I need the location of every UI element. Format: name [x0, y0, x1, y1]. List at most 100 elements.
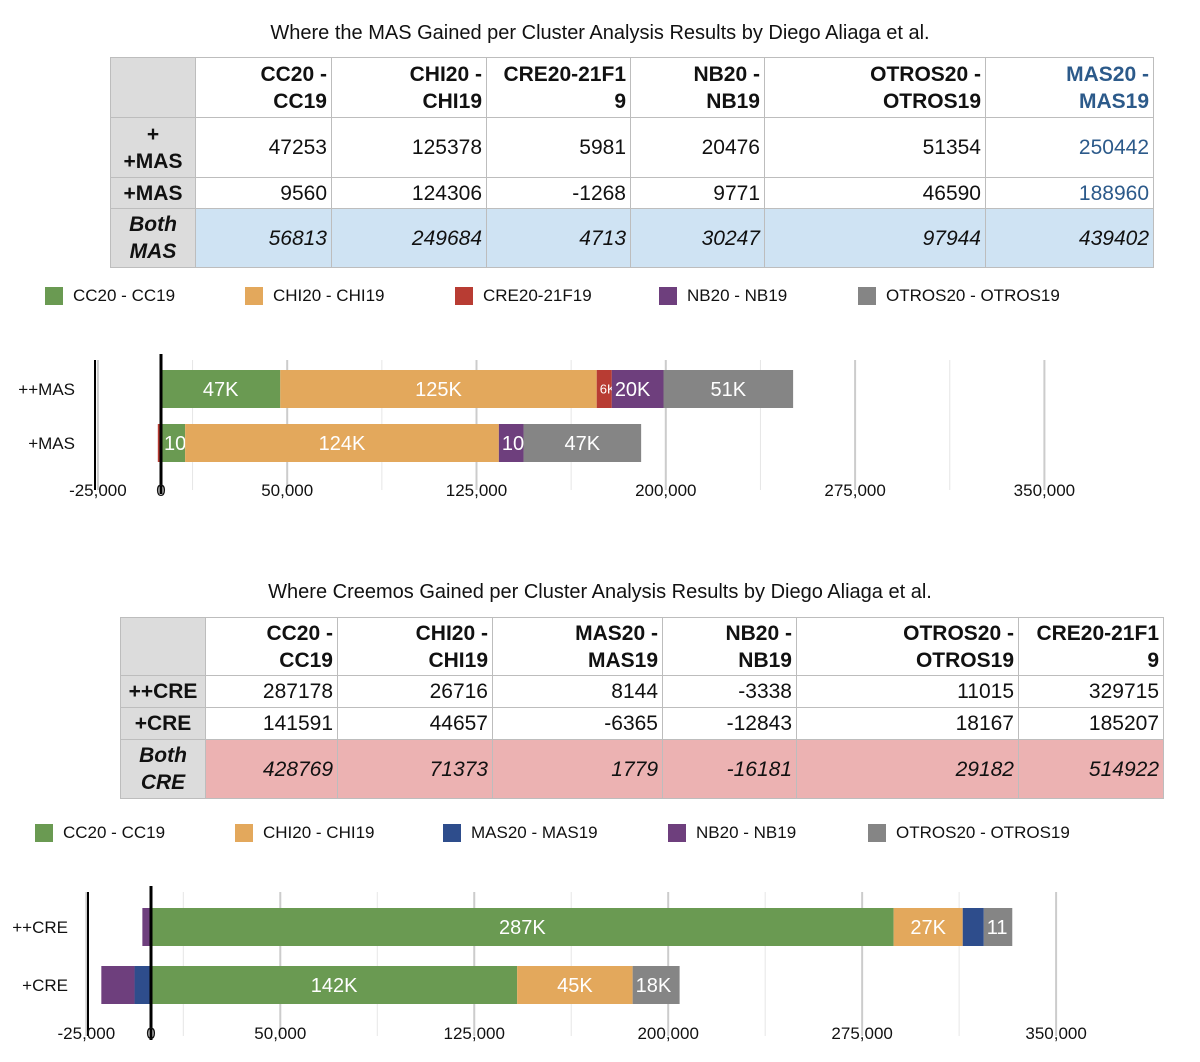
cre-table: CC20 - CC19 CHI20 - CHI19 MAS20 - MAS19 NB20 -… — [120, 617, 1164, 799]
legend-swatch — [868, 824, 886, 842]
table-cell: 9560 — [195, 177, 332, 209]
table-cell: 20476 — [630, 117, 765, 178]
bar-segment — [134, 966, 151, 1004]
column-header: CRE20-21F1 9 — [1018, 617, 1164, 676]
legend-item: NB20 - NB19 — [668, 823, 796, 843]
x-tick-label: 275,000 — [831, 1024, 892, 1043]
data-label: 124K — [319, 433, 366, 455]
table-cell: -16181 — [662, 739, 797, 799]
cre-bar-chart: 287K 27K 11 ++CRE 142K 45K 18K +CRE -25,000 0 50,0… — [12, 886, 1087, 1043]
table-cell: 185207 — [1018, 707, 1164, 740]
bar-segment — [893, 908, 963, 946]
legend-label: CC20 - CC19 — [73, 286, 176, 305]
x-tick-label: 0 — [156, 481, 165, 500]
table-row: +MAS 9560 124306 -1268 9771 46590 188960 — [110, 177, 1154, 209]
legend-swatch — [443, 824, 461, 842]
category-label: +CRE — [22, 976, 68, 995]
legend-label: NB20 - NB19 — [696, 823, 797, 842]
table-cell: 44657 — [337, 707, 493, 740]
data-label: 51K — [711, 379, 747, 401]
row-header: Both CRE — [120, 739, 206, 799]
table-cell: 188960 — [985, 177, 1154, 209]
bar-segment — [101, 966, 135, 1004]
legend-item: CC20 - CC19 — [45, 286, 175, 306]
table-cell: 29182 — [796, 739, 1019, 799]
x-tick-label: -25,000 — [69, 481, 127, 500]
table-cell: -6365 — [492, 707, 663, 740]
table-cell: 8144 — [492, 675, 663, 708]
category-label: +MAS — [28, 434, 75, 453]
legend-item: MAS20 - MAS19 — [443, 823, 598, 843]
legend-item: CHI20 - CHI19 — [235, 823, 374, 843]
x-tick-label: 0 — [146, 1024, 155, 1043]
data-label: 125K — [415, 379, 462, 401]
table-row: ++CRE 287178 26716 8144 -3338 11015 329715 — [120, 675, 1164, 708]
bar-segment — [157, 424, 161, 462]
legend-swatch — [245, 287, 263, 305]
column-header: NB20 - NB19 — [630, 57, 765, 118]
legend-item: CRE20-21F19 — [455, 286, 592, 306]
data-label: 45K — [557, 975, 593, 997]
table-cell: 329715 — [1018, 675, 1164, 708]
table-cell: 51354 — [764, 117, 986, 178]
legend-swatch — [668, 824, 686, 842]
legend-swatch — [455, 287, 473, 305]
data-label: 47K — [565, 433, 601, 455]
column-header: CC20 - CC19 — [195, 57, 332, 118]
column-header: MAS20 - MAS19 — [985, 57, 1154, 118]
bar-segment — [161, 424, 186, 462]
data-label: 47K — [203, 379, 239, 401]
table-cell: 250442 — [985, 117, 1154, 178]
data-label: 287K — [499, 917, 546, 939]
data-label: 20K — [615, 379, 651, 401]
table-cell: 514922 — [1018, 739, 1164, 799]
bar-segment — [280, 370, 597, 408]
legend-label: OTROS20 - OTROS19 — [886, 286, 1060, 305]
table-cell: 4713 — [486, 208, 631, 268]
bar-segment — [632, 966, 680, 1004]
table-cell: 141591 — [205, 707, 338, 740]
table-cell: 9771 — [630, 177, 765, 209]
legend-item: CHI20 - CHI19 — [245, 286, 384, 306]
data-label: 18K — [636, 975, 672, 997]
table-cell: -1268 — [486, 177, 631, 209]
column-header: CRE20-21F1 9 — [486, 57, 631, 118]
table-cell: 26716 — [337, 675, 493, 708]
legend-item: OTROS20 - OTROS19 — [858, 286, 1060, 306]
cre-legend: CC20 - CC19 CHI20 - CHI19 MAS20 - MAS19 NB2… — [0, 823, 1200, 847]
legend-label: CHI20 - CHI19 — [263, 823, 375, 842]
data-label: 11 — [987, 917, 1008, 939]
bar-segment — [611, 370, 664, 408]
x-tick-label: 125,000 — [446, 481, 507, 500]
legend-label: CC20 - CC19 — [63, 823, 166, 842]
cre-chart-title: Where Creemos Gained per Cluster Analysi… — [268, 581, 932, 603]
row-header: ++CRE — [120, 675, 206, 708]
x-tick-label: 50,000 — [261, 481, 313, 500]
x-tick-label: -25,000 — [58, 1024, 116, 1043]
legend-label: OTROS20 - OTROS19 — [896, 823, 1070, 842]
bar-segment — [142, 908, 151, 946]
x-tick-label: 200,000 — [637, 1024, 698, 1043]
table-row: +CRE 141591 44657 -6365 -12843 18167 185207 — [120, 707, 1164, 740]
column-header: OTROS20 - OTROS19 — [796, 617, 1019, 676]
legend-label: MAS20 - MAS19 — [471, 823, 598, 842]
row-header: +CRE — [120, 707, 206, 740]
bar-segment — [523, 424, 642, 462]
bar-segment — [962, 908, 984, 946]
table-cell: 47253 — [195, 117, 332, 178]
legend-swatch — [35, 824, 53, 842]
bar-segment — [983, 908, 1013, 946]
x-tick-label: 125,000 — [444, 1024, 505, 1043]
table-cell: 439402 — [985, 208, 1154, 268]
x-tick-label: 50,000 — [254, 1024, 306, 1043]
bar-segment — [663, 370, 794, 408]
table-cell: 428769 — [205, 739, 338, 799]
column-header: MAS20 - MAS19 — [492, 617, 663, 676]
table-cell: 287178 — [205, 675, 338, 708]
bar-segment — [161, 370, 281, 408]
mas-chart-title: Where the MAS Gained per Cluster Analysi… — [270, 22, 930, 44]
table-cell: -12843 — [662, 707, 797, 740]
legend-swatch — [235, 824, 253, 842]
bar-segment — [185, 424, 499, 462]
table-row: + +MAS 47253 125378 5981 20476 51354 250442 — [110, 117, 1154, 178]
